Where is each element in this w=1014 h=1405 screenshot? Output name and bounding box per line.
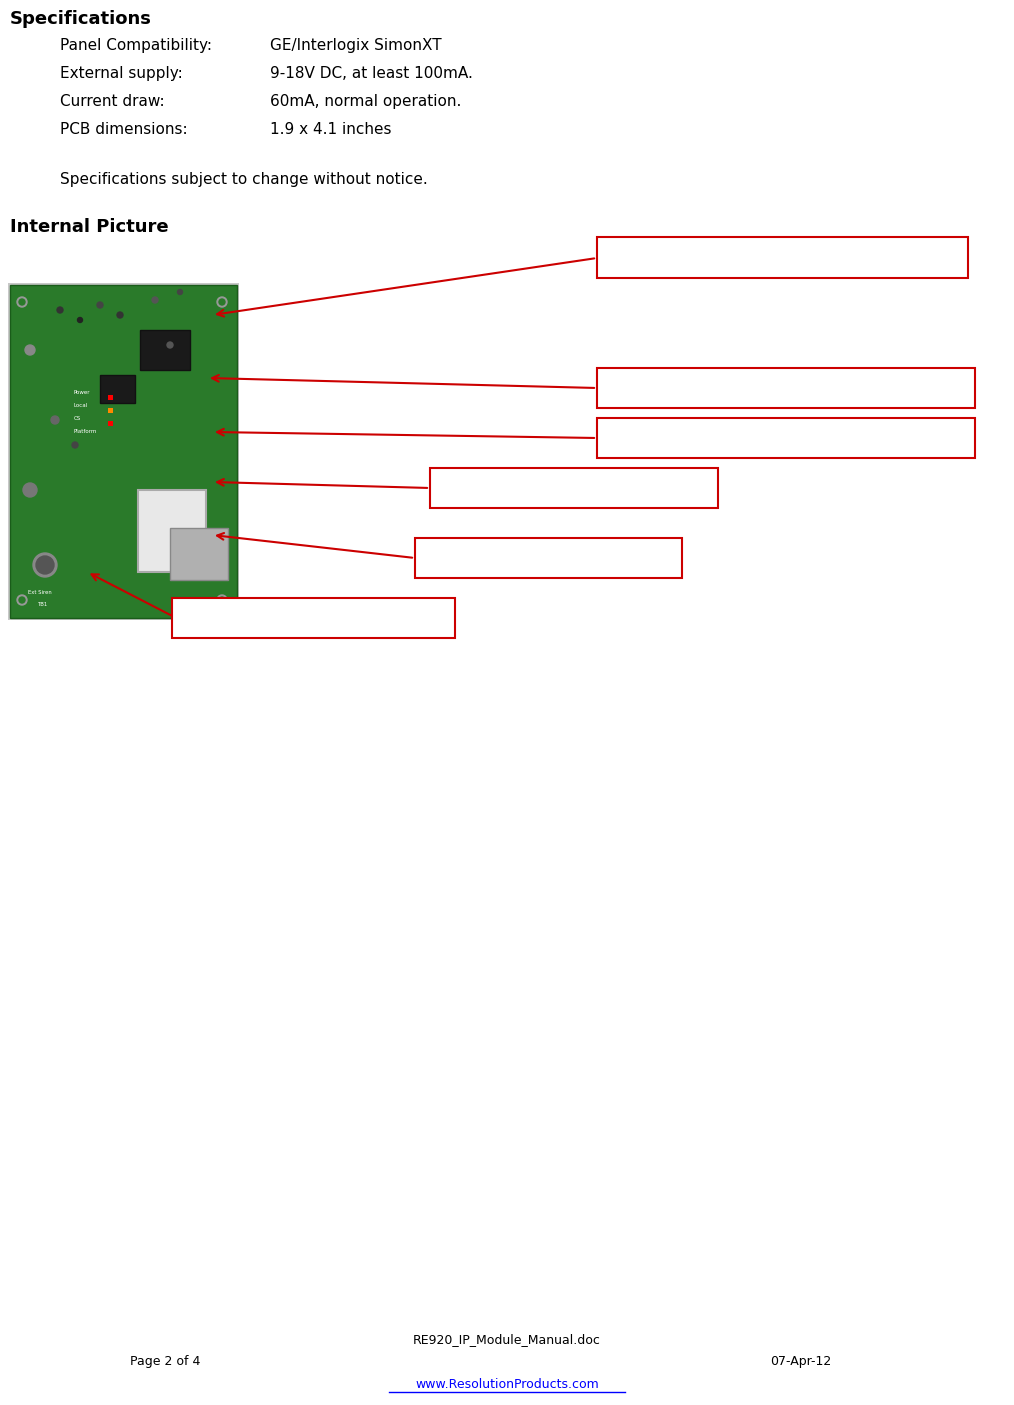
- Bar: [172, 599, 455, 638]
- Text: Page 2 of 4: Page 2 of 4: [130, 1354, 201, 1368]
- Text: 60mA, normal operation.: 60mA, normal operation.: [270, 94, 461, 110]
- Bar: [597, 368, 975, 407]
- Text: Internal Picture: Internal Picture: [10, 218, 168, 236]
- Text: 9-18V DC, at least 100mA.: 9-18V DC, at least 100mA.: [270, 66, 473, 81]
- Circle shape: [19, 597, 25, 603]
- Text: Ethernet Connector: Ethernet Connector: [477, 551, 621, 565]
- Text: XFMRS: XFMRS: [142, 504, 163, 510]
- Bar: [140, 330, 190, 370]
- Text: Specifications: Specifications: [10, 10, 152, 28]
- Circle shape: [17, 296, 27, 308]
- Text: 1.9 x 4.1 inches: 1.9 x 4.1 inches: [270, 122, 391, 138]
- Circle shape: [177, 289, 183, 295]
- Circle shape: [23, 483, 37, 497]
- Bar: [8, 282, 239, 620]
- Bar: [430, 468, 718, 509]
- Text: Panel Compatibility:: Panel Compatibility:: [60, 38, 212, 53]
- Bar: [100, 375, 135, 403]
- Bar: [10, 285, 237, 618]
- Text: Factory Default Switch: Factory Default Switch: [704, 381, 868, 395]
- Text: External supply:: External supply:: [60, 66, 183, 81]
- Circle shape: [217, 296, 227, 308]
- Bar: [415, 538, 682, 577]
- Circle shape: [152, 296, 158, 303]
- Text: Power: Power: [74, 391, 90, 395]
- Bar: [597, 237, 968, 278]
- Bar: [108, 395, 113, 400]
- Circle shape: [117, 312, 123, 318]
- Circle shape: [33, 554, 57, 577]
- Text: Ethernet LEDs: Ethernet LEDs: [734, 430, 838, 445]
- Circle shape: [37, 556, 54, 575]
- Circle shape: [17, 594, 27, 606]
- Text: 07-Apr-12: 07-Apr-12: [770, 1354, 831, 1368]
- Bar: [108, 407, 113, 413]
- Text: PCB dimensions:: PCB dimensions:: [60, 122, 188, 138]
- Text: XFATM2T-: XFATM2T-: [142, 516, 171, 521]
- Text: Platform: Platform: [74, 429, 97, 434]
- Text: Local: Local: [74, 403, 88, 407]
- Circle shape: [25, 346, 35, 355]
- Text: www.ResolutionProducts.com: www.ResolutionProducts.com: [415, 1378, 599, 1391]
- Text: Printed Zwave Antenna: Printed Zwave Antenna: [697, 250, 868, 266]
- Circle shape: [167, 341, 173, 348]
- Text: GE/Interlogix SimonXT: GE/Interlogix SimonXT: [270, 38, 442, 53]
- Circle shape: [72, 443, 78, 448]
- Text: CT1-4MS: CT1-4MS: [142, 527, 169, 532]
- Circle shape: [219, 597, 225, 603]
- Text: 1636: 1636: [148, 538, 163, 542]
- Circle shape: [57, 308, 63, 313]
- Text: Mounting Holes: Mounting Holes: [257, 611, 370, 625]
- Text: Ext Siren: Ext Siren: [28, 590, 52, 594]
- Text: Specifications subject to change without notice.: Specifications subject to change without…: [60, 171, 428, 187]
- Bar: [170, 528, 228, 580]
- Bar: [597, 419, 975, 458]
- Circle shape: [51, 416, 59, 424]
- Text: Status LEDs: Status LEDs: [530, 481, 618, 496]
- Circle shape: [97, 302, 103, 308]
- Bar: [108, 422, 113, 426]
- Circle shape: [19, 299, 25, 305]
- Circle shape: [217, 594, 227, 606]
- Text: CS: CS: [74, 416, 81, 422]
- Text: RE920_IP_Module_Manual.doc: RE920_IP_Module_Manual.doc: [413, 1333, 601, 1346]
- Bar: [138, 490, 206, 572]
- Circle shape: [77, 318, 82, 323]
- Text: Current draw:: Current draw:: [60, 94, 164, 110]
- Text: TB1: TB1: [38, 601, 49, 607]
- Circle shape: [219, 299, 225, 305]
